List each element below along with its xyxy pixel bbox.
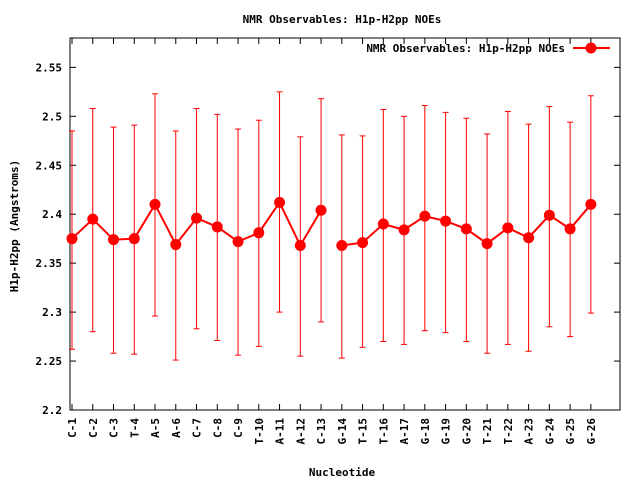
- x-tick-label: T-4: [128, 418, 141, 438]
- legend: NMR Observables: H1p-H2pp NOEs: [366, 42, 610, 55]
- x-tick-label: A-5: [149, 418, 162, 438]
- x-tick-label: T-22: [502, 418, 515, 445]
- data-point: [336, 240, 348, 252]
- x-tick-label: A-17: [398, 418, 411, 445]
- data-point: [585, 198, 597, 210]
- x-tick-label: G-26: [585, 418, 598, 445]
- x-tick-label: C-2: [87, 418, 100, 438]
- x-tick-label: T-21: [481, 418, 494, 445]
- data-point: [66, 233, 78, 245]
- legend-marker: [585, 42, 597, 54]
- y-tick-label: 2.35: [36, 257, 63, 270]
- data-series: [66, 91, 597, 361]
- data-point: [211, 221, 223, 233]
- data-point: [191, 212, 203, 224]
- data-point: [377, 218, 389, 230]
- data-point: [564, 223, 576, 235]
- y-axis-label: H1p-H2pp (Angstroms): [8, 160, 21, 292]
- data-point: [357, 237, 369, 249]
- x-tick-label: A-11: [274, 418, 287, 445]
- y-tick-label: 2.45: [36, 159, 63, 172]
- data-point: [440, 215, 452, 227]
- x-tick-label: C-3: [108, 418, 121, 438]
- data-point: [274, 196, 286, 208]
- data-point: [149, 198, 161, 210]
- series-segment-1: [66, 91, 327, 361]
- x-tick-label: C-13: [315, 418, 328, 445]
- data-point: [232, 236, 244, 248]
- data-point: [460, 223, 472, 235]
- data-point: [398, 224, 410, 236]
- x-tick-label: C-7: [191, 418, 204, 438]
- legend-label: NMR Observables: H1p-H2pp NOEs: [366, 42, 565, 55]
- x-tick-label: C-8: [211, 418, 224, 438]
- x-tick-label: A-6: [170, 418, 183, 438]
- data-point: [481, 238, 493, 250]
- x-tick-label: T-16: [377, 418, 390, 445]
- y-ticks: 2.2 2.25 2.3 2.35 2.4 2.45 2.5 2.55: [36, 61, 620, 417]
- x-tick-label: C-9: [232, 418, 245, 438]
- y-tick-label: 2.3: [42, 306, 62, 319]
- data-point: [170, 239, 182, 251]
- x-tick-label: A-12: [294, 418, 307, 445]
- data-point: [419, 210, 431, 222]
- y-tick-label: 2.4: [42, 208, 62, 221]
- x-tick-label: C-1: [66, 418, 79, 438]
- x-tick-label: T-15: [357, 418, 370, 445]
- x-tick-label: G-18: [419, 418, 432, 445]
- data-point: [315, 204, 327, 216]
- data-point: [128, 233, 140, 245]
- data-point: [294, 240, 306, 252]
- y-tick-label: 2.25: [36, 355, 63, 368]
- x-tick-label: A-23: [523, 418, 536, 445]
- x-ticks: C-1 C-2 C-3 T-4 A-5 A-6 C-7 C-8 C-9 T-10 A-11 A-12 C…: [66, 38, 598, 445]
- data-point: [543, 209, 555, 221]
- plot-border: [69, 37, 621, 411]
- x-tick-label: G-25: [564, 418, 577, 445]
- x-tick-label: G-14: [336, 418, 349, 445]
- data-point: [523, 232, 535, 244]
- chart-title: NMR Observables: H1p-H2pp NOEs: [243, 13, 442, 26]
- y-tick-label: 2.2: [42, 404, 62, 417]
- y-tick-label: 2.5: [42, 110, 62, 123]
- data-point: [87, 213, 99, 225]
- x-tick-label: T-10: [253, 418, 266, 445]
- y-tick-label: 2.55: [36, 61, 63, 74]
- series-segment-2: [336, 95, 597, 359]
- x-axis-label: Nucleotide: [309, 466, 376, 479]
- data-point: [253, 227, 265, 239]
- data-point: [108, 234, 120, 246]
- x-tick-label: G-20: [460, 418, 473, 445]
- x-tick-label: G-19: [440, 418, 453, 445]
- data-point: [502, 222, 514, 234]
- axes: [69, 37, 621, 411]
- x-tick-label: G-24: [543, 418, 556, 445]
